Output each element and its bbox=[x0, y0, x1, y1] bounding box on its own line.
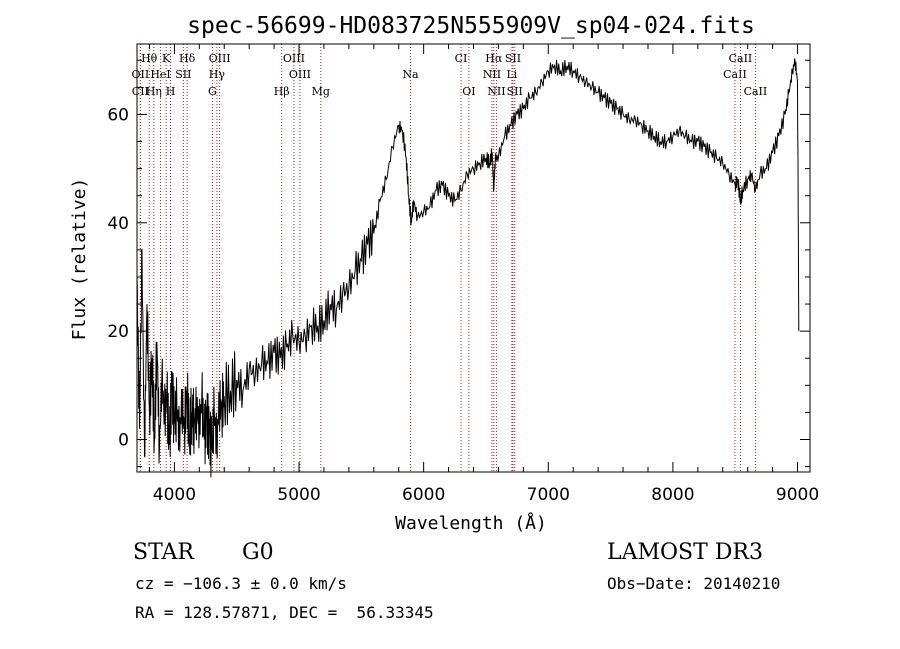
line-marker-label: OIII bbox=[209, 52, 231, 65]
chart-title: spec-56699-HD083725N555909V_sp04-024.fit… bbox=[187, 13, 755, 39]
line-marker-label: OIII bbox=[289, 68, 311, 81]
redshift-readout: cz = −106.3 ± 0.0 km/s bbox=[135, 574, 347, 593]
line-marker-label: SII bbox=[507, 85, 523, 98]
line-marker-label: SII bbox=[175, 68, 191, 81]
line-marker-label: G bbox=[208, 85, 217, 98]
line-marker-label: OI bbox=[462, 85, 475, 98]
line-marker-label: Mg bbox=[312, 85, 330, 98]
y-tick-label: 0 bbox=[118, 430, 129, 450]
x-tick-label: 6000 bbox=[402, 485, 445, 505]
y-tick-label: 60 bbox=[107, 105, 129, 125]
plot-frame bbox=[136, 43, 811, 473]
x-tick-label: 9000 bbox=[776, 485, 819, 505]
line-marker-label: Hβ bbox=[274, 85, 290, 98]
line-marker-label: HeI bbox=[150, 68, 170, 81]
line-marker-label: Li bbox=[506, 68, 517, 81]
line-marker-label: OIII bbox=[283, 52, 305, 65]
object-subclass: G0 bbox=[242, 540, 274, 565]
x-tick-label: 5000 bbox=[277, 485, 320, 505]
line-marker-label: Hδ bbox=[179, 52, 196, 65]
line-marker-label: Na bbox=[402, 68, 419, 81]
line-marker-label: H bbox=[166, 85, 176, 98]
flux-series-line bbox=[136, 58, 800, 478]
line-marker-label: CaII bbox=[744, 85, 768, 98]
object-class: STAR bbox=[133, 540, 194, 565]
survey-name: LAMOST DR3 bbox=[607, 540, 763, 565]
line-marker-label: Hα bbox=[485, 52, 503, 65]
y-tick-label: 40 bbox=[107, 214, 129, 234]
line-marker-label: CaII bbox=[723, 68, 747, 81]
line-marker-label: SII bbox=[505, 52, 521, 65]
line-marker-label: K bbox=[162, 52, 171, 65]
observation-date: Obs−Date: 20140210 bbox=[607, 574, 781, 593]
line-marker-label: OII bbox=[132, 68, 150, 81]
line-marker-label: Hη bbox=[146, 85, 162, 98]
x-axis-ticks: 4000 5000 6000 7000 8000 9000 bbox=[148, 44, 819, 505]
line-marker-label: Hθ bbox=[141, 52, 158, 65]
line-marker-label: CI bbox=[455, 52, 468, 65]
y-axis-ticks: 0 20 40 60 bbox=[107, 59, 810, 468]
y-tick-label: 20 bbox=[107, 322, 129, 342]
x-tick-label: 8000 bbox=[651, 485, 694, 505]
x-axis-label: Wavelength (Å) bbox=[395, 512, 547, 534]
x-tick-label: 4000 bbox=[153, 485, 196, 505]
line-marker-label: NII bbox=[483, 68, 501, 81]
coordinates-readout: RA = 128.57871, DEC = 56.33345 bbox=[135, 603, 434, 622]
line-marker-label: NII bbox=[487, 85, 505, 98]
line-marker-label: CII bbox=[132, 85, 149, 98]
y-axis-label: Flux (relative) bbox=[69, 178, 90, 341]
line-marker-label: Hγ bbox=[209, 68, 226, 81]
x-tick-label: 7000 bbox=[527, 485, 570, 505]
line-marker-label: CaII bbox=[729, 52, 753, 65]
